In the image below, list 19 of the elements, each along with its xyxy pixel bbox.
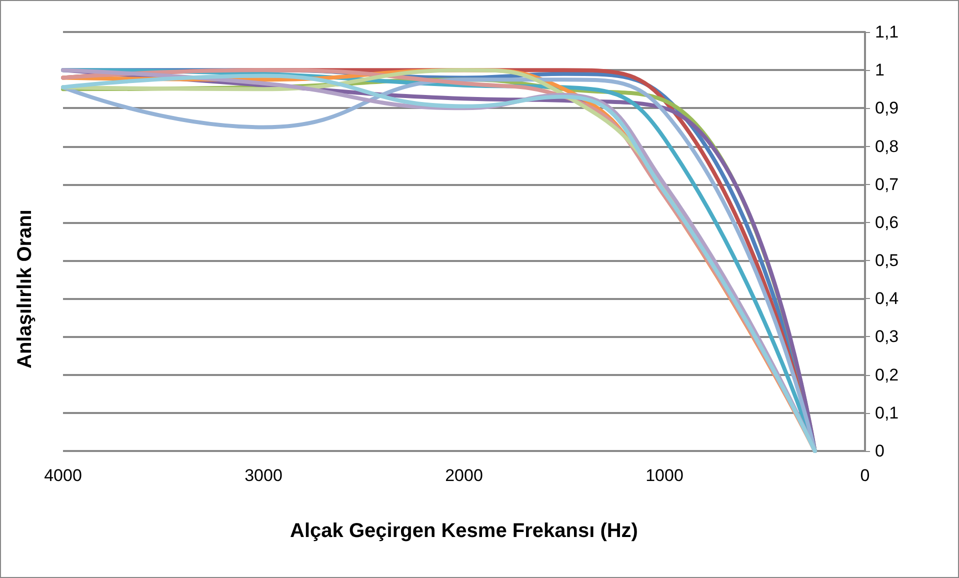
y-tick-label: 0,7 xyxy=(875,174,899,194)
x-tick-label: 2000 xyxy=(445,466,483,485)
y-tick-label: 1 xyxy=(875,60,884,80)
x-axis-title: Alçak Geçirgen Kesme Frekansı (Hz) xyxy=(290,520,638,542)
y-tick-label: 0,2 xyxy=(875,365,899,384)
y-tick-label: 0,5 xyxy=(875,251,899,270)
y-tick-label: 0,6 xyxy=(875,212,899,232)
y-tick-label: 0,1 xyxy=(875,403,899,422)
x-tick-label: 4000 xyxy=(44,466,82,485)
y-axis-title: Anlaşılırlık Oranı xyxy=(14,210,36,368)
y-tick-label: 0,4 xyxy=(875,289,899,308)
y-tick-label: 0,3 xyxy=(875,327,899,346)
x-tick-label: 3000 xyxy=(244,466,282,485)
x-tick-label: 0 xyxy=(860,466,870,485)
x-tick-label: 1000 xyxy=(646,466,684,485)
y-tick-label: 0 xyxy=(875,442,884,460)
y-tick-label: 0,8 xyxy=(875,136,899,156)
y-tick-label: 0,9 xyxy=(875,98,899,118)
y-tick-label: 1,1 xyxy=(875,22,899,42)
